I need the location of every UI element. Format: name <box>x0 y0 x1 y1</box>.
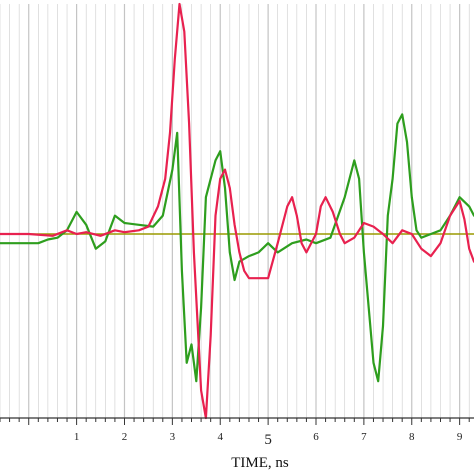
x-tick-label: 8 <box>409 431 415 443</box>
x-axis-title: TIME, ns <box>231 455 289 471</box>
series-group <box>0 2 474 420</box>
x-tick-label: 5 <box>264 432 272 448</box>
green-series-line <box>0 113 474 383</box>
x-tick-label: 4 <box>217 431 223 443</box>
x-tick-label: 2 <box>122 431 128 443</box>
x-tick-label: 1 <box>74 431 80 443</box>
x-axis: 1 2 3 4 5 6 7 8 9 <box>0 417 474 448</box>
x-tick-label: 6 <box>313 431 319 443</box>
x-tick-label: 3 <box>170 431 176 443</box>
x-tick-label: 7 <box>361 431 367 443</box>
x-tick-label: 9 <box>457 431 463 443</box>
red-series-line <box>0 2 474 420</box>
